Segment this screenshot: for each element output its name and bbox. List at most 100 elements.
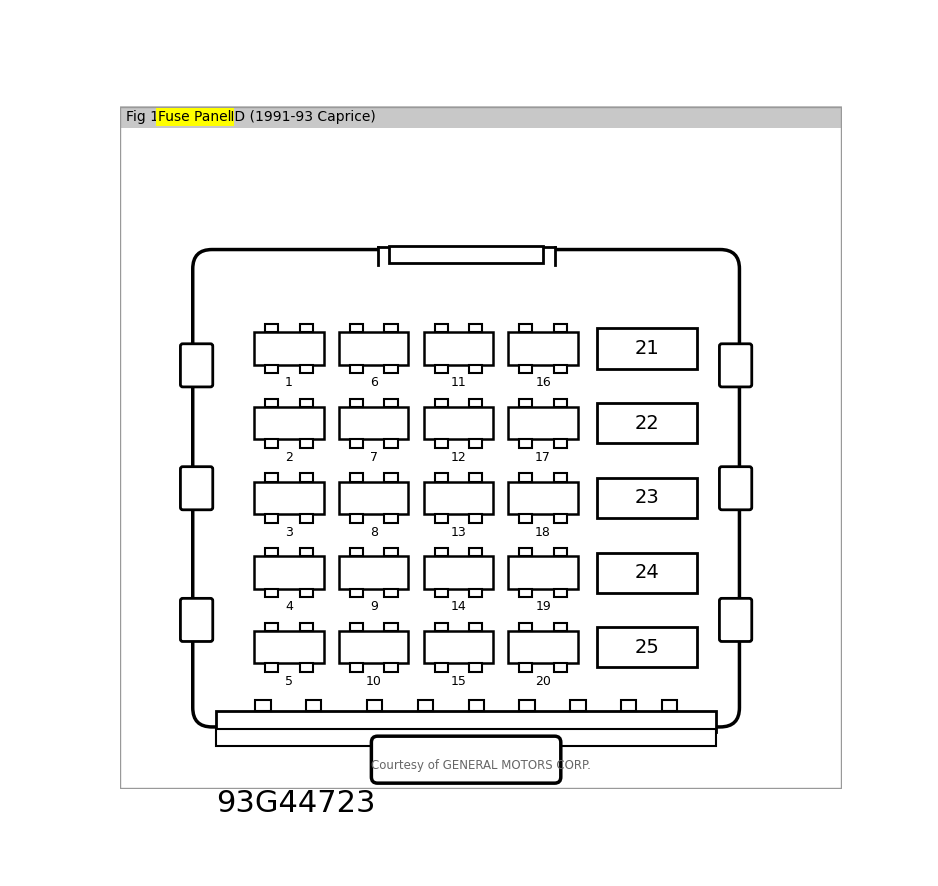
Bar (255, 700, 270, 711)
Bar (434, 324, 447, 332)
Bar (385, 399, 398, 407)
Bar (570, 700, 585, 711)
Bar (424, 556, 493, 588)
Bar (208, 350, 219, 381)
Bar (434, 365, 447, 373)
Bar (417, 700, 433, 711)
Bar (208, 473, 219, 503)
Bar (300, 473, 313, 482)
Bar (300, 514, 313, 523)
Bar (300, 664, 313, 672)
Text: 25: 25 (635, 638, 659, 657)
Bar (469, 473, 482, 482)
Bar (434, 514, 447, 523)
FancyBboxPatch shape (180, 467, 213, 509)
Bar (520, 399, 532, 407)
Bar (597, 553, 697, 593)
Text: 15: 15 (450, 675, 466, 688)
Bar (520, 439, 532, 447)
Text: Courtesy of GENERAL MOTORS CORP.: Courtesy of GENERAL MOTORS CORP. (371, 759, 591, 772)
Bar (254, 407, 324, 439)
Bar (300, 548, 313, 556)
Bar (520, 588, 532, 597)
Bar (254, 556, 324, 588)
Bar (385, 514, 398, 523)
Bar (553, 664, 567, 672)
Text: 19: 19 (536, 601, 551, 613)
Bar (254, 332, 324, 365)
Bar (350, 623, 363, 631)
Bar (434, 473, 447, 482)
Bar (339, 332, 408, 365)
Bar (713, 473, 724, 503)
Text: 10: 10 (366, 675, 382, 688)
Bar (434, 623, 447, 631)
Bar (265, 399, 279, 407)
Bar (265, 473, 279, 482)
Bar (339, 631, 408, 664)
Bar (597, 478, 697, 518)
Text: 16: 16 (536, 377, 551, 389)
Text: ID (1991-93 Caprice): ID (1991-93 Caprice) (226, 110, 375, 124)
Bar (254, 631, 324, 664)
Bar (508, 407, 578, 439)
Bar (469, 365, 482, 373)
Bar (350, 548, 363, 556)
Bar (339, 556, 408, 588)
Bar (265, 439, 279, 447)
Bar (508, 482, 578, 514)
Bar (385, 623, 398, 631)
Bar (553, 439, 567, 447)
Bar (265, 664, 279, 672)
Bar (469, 548, 482, 556)
Bar (553, 514, 567, 523)
Bar (350, 439, 363, 447)
Bar (713, 350, 724, 381)
Text: 11: 11 (450, 377, 466, 389)
FancyBboxPatch shape (180, 598, 213, 641)
Bar (520, 324, 532, 332)
Text: 21: 21 (635, 339, 659, 358)
Text: 23: 23 (635, 488, 659, 508)
Text: 13: 13 (450, 525, 466, 539)
Bar (339, 482, 408, 514)
Bar (553, 324, 567, 332)
Bar (434, 548, 447, 556)
Bar (265, 365, 279, 373)
Text: 12: 12 (450, 451, 466, 464)
Bar (469, 514, 482, 523)
Text: 7: 7 (370, 451, 378, 464)
Bar (621, 700, 636, 711)
Bar (553, 473, 567, 482)
Bar (424, 407, 493, 439)
Bar (520, 473, 532, 482)
Bar (385, 664, 398, 672)
Bar (553, 623, 567, 631)
Bar (469, 588, 482, 597)
Bar (120, 106, 841, 128)
Bar (265, 514, 279, 523)
Bar (469, 439, 482, 447)
Bar (385, 324, 398, 332)
Bar (469, 324, 482, 332)
Text: Fig 1:: Fig 1: (126, 110, 168, 124)
Bar (350, 664, 363, 672)
Bar (597, 627, 697, 667)
Bar (367, 700, 383, 711)
Text: 3: 3 (285, 525, 293, 539)
Bar (597, 403, 697, 443)
Bar (208, 604, 219, 635)
Bar (216, 711, 717, 733)
Bar (508, 332, 578, 365)
Bar (300, 324, 313, 332)
Bar (350, 324, 363, 332)
Bar (339, 407, 408, 439)
Bar (300, 588, 313, 597)
Bar (385, 365, 398, 373)
Text: 9: 9 (370, 601, 378, 613)
Bar (553, 548, 567, 556)
Bar (265, 324, 279, 332)
FancyBboxPatch shape (719, 467, 751, 509)
Bar (434, 399, 447, 407)
Bar (713, 604, 724, 635)
